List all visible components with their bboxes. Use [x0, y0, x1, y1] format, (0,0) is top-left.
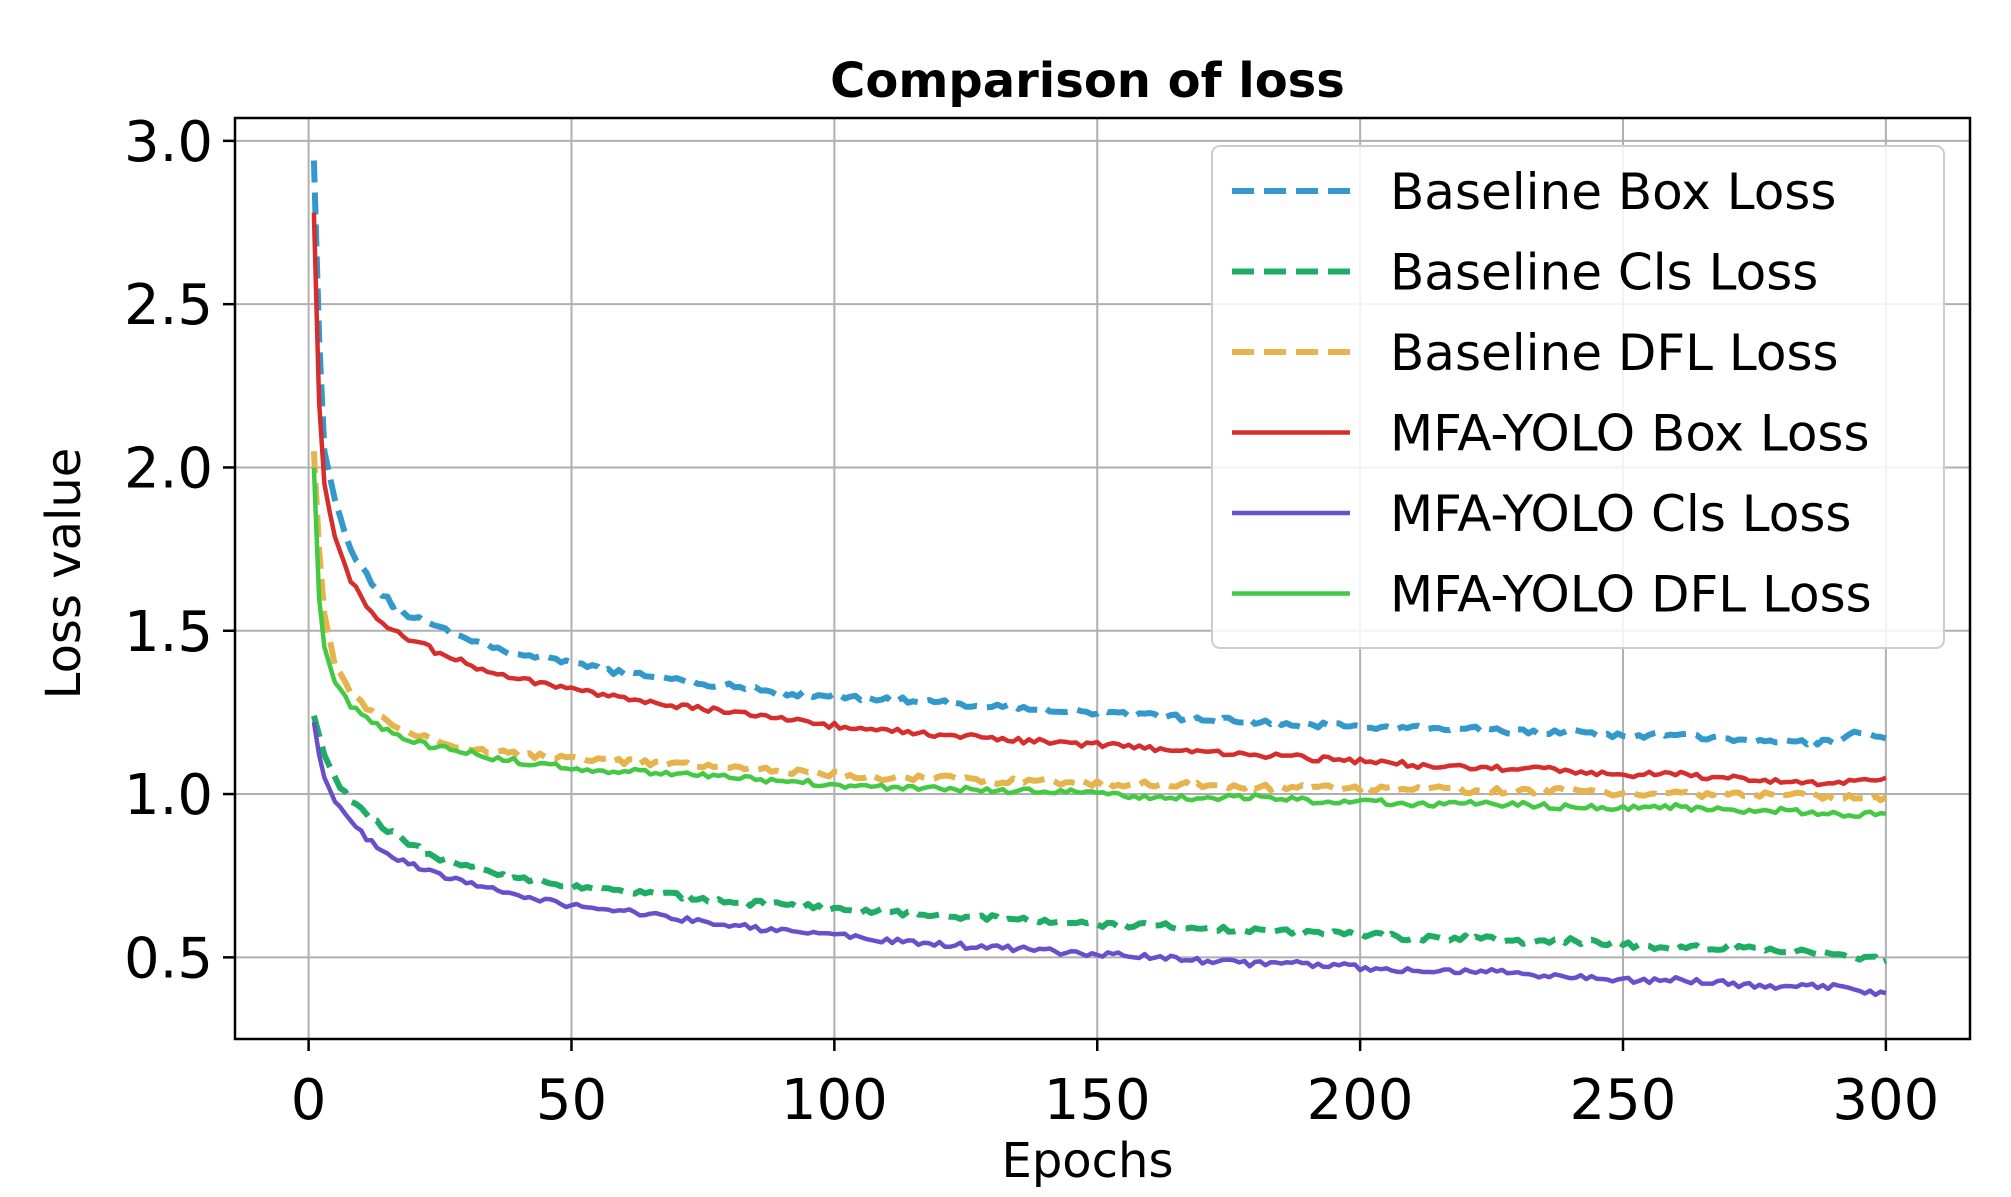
y-tick-label: 1.5 [124, 600, 213, 665]
series-line-baseline-dfl-loss [310, 450, 1888, 804]
series-line-mfa-yolo-cls-loss [311, 721, 1887, 998]
legend-label: MFA-YOLO Box Loss [1390, 405, 1870, 463]
series-line-baseline-box-loss [310, 160, 1887, 748]
x-tick-label: 0 [291, 1068, 327, 1133]
series-line-baseline-cls-loss [311, 714, 1888, 966]
y-tick-label: 2.0 [124, 436, 213, 501]
chart-title: Comparison of loss [830, 53, 1345, 109]
y-axis-label: Loss value [36, 448, 92, 700]
legend-label: Baseline Box Loss [1390, 163, 1836, 221]
x-tick-label: 150 [1044, 1068, 1151, 1133]
x-tick-label: 200 [1307, 1068, 1414, 1133]
y-tick-label: 3.0 [124, 110, 213, 175]
legend-label: MFA-YOLO Cls Loss [1390, 485, 1851, 543]
legend-label: MFA-YOLO DFL Loss [1390, 566, 1872, 624]
legend-label: Baseline DFL Loss [1390, 324, 1839, 382]
x-tick-label: 50 [536, 1068, 607, 1133]
legend: Baseline Box Loss Baseline Cls Loss Baseli… [1211, 145, 1945, 649]
series-line-mfa-yolo-dfl-loss [311, 467, 1887, 819]
axis-ticks: 0 50 100 150 200 250 300 0.5 1.0 1.5 2.0 2.5 3.0 [124, 110, 1939, 1133]
legend-box [1211, 145, 1945, 649]
plot-area-frame [233, 116, 1972, 1041]
y-tick-label: 2.5 [124, 273, 213, 338]
x-tick-label: 100 [781, 1068, 888, 1133]
series-line-mfa-yolo-box-loss [311, 212, 1887, 788]
y-tick-label: 0.5 [124, 926, 213, 991]
x-axis-label: Epochs [1002, 1133, 1174, 1189]
legend-label: Baseline Cls Loss [1390, 244, 1818, 302]
x-tick-label: 250 [1570, 1068, 1677, 1133]
series-lines [310, 160, 1888, 998]
x-tick-label: 300 [1832, 1068, 1939, 1133]
y-tick-label: 1.0 [124, 763, 213, 828]
